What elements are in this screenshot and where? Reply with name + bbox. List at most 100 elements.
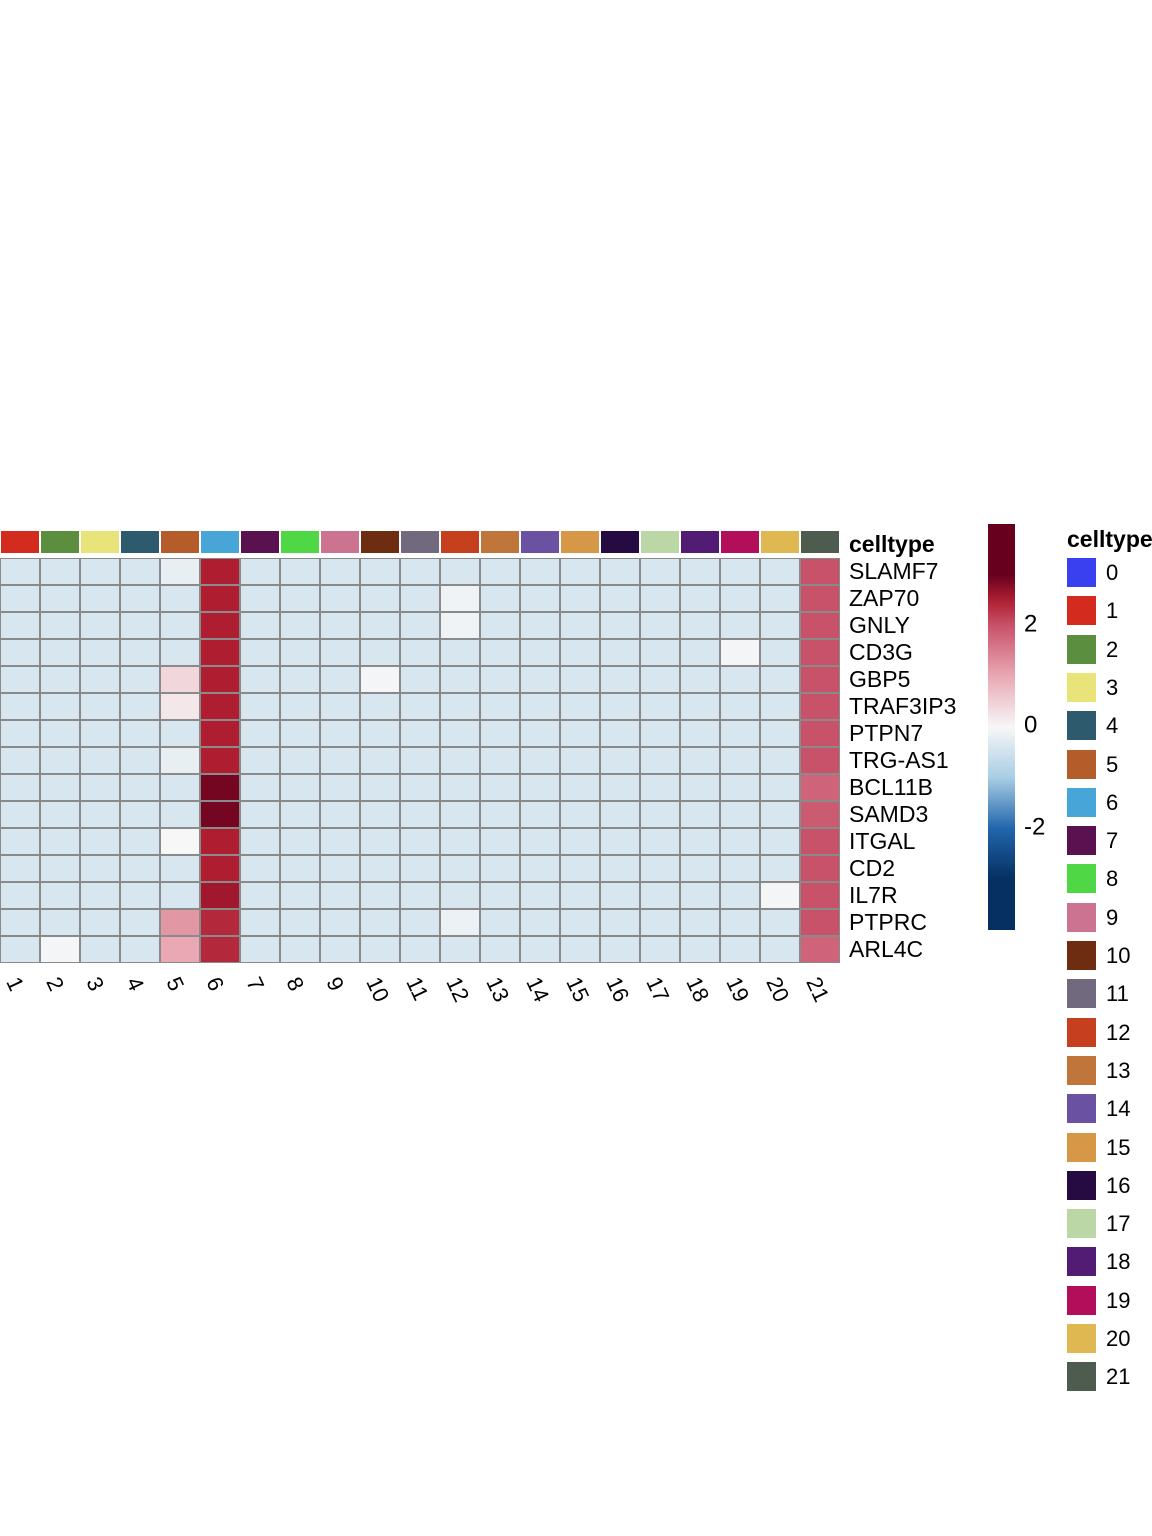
heatmap-cell: [520, 882, 560, 909]
gene-label: TRG-AS1: [849, 747, 949, 773]
heatmap-cell: [0, 558, 40, 585]
heatmap-cell: [720, 585, 760, 612]
heatmap-cell: [80, 909, 120, 936]
celltype-swatch: [1067, 941, 1096, 970]
heatmap-cell: [480, 882, 520, 909]
heatmap-cell: [280, 666, 320, 693]
heatmap-cell: [240, 801, 280, 828]
celltype-legend-label: 1: [1106, 598, 1119, 624]
heatmap-cell: [640, 774, 680, 801]
heatmap-cell: [560, 882, 600, 909]
heatmap-cell: [760, 882, 800, 909]
celltype-annotation-cell: [240, 530, 280, 554]
gene-label: TRAF3IP3: [849, 693, 957, 719]
heatmap-cell: [320, 747, 360, 774]
heatmap-cell: [80, 855, 120, 882]
heatmap-cell: [400, 558, 440, 585]
heatmap-cell: [0, 666, 40, 693]
celltype-annotation-cell: [640, 530, 680, 554]
heatmap-cell: [520, 666, 560, 693]
heatmap-cell: [800, 855, 840, 882]
heatmap-cell: [120, 801, 160, 828]
heatmap-cell: [240, 558, 280, 585]
heatmap-cell: [280, 882, 320, 909]
celltype-annotation-cell: [400, 530, 440, 554]
heatmap-cell: [40, 855, 80, 882]
heatmap-cell: [520, 828, 560, 855]
celltype-annotation-cell: [520, 530, 560, 554]
heatmap-cell: [560, 774, 600, 801]
heatmap-cell: [80, 639, 120, 666]
heatmap-grid: [0, 558, 840, 963]
gene-label: IL7R: [849, 882, 898, 908]
expression-colorbar: [988, 524, 1015, 930]
heatmap-cell: [520, 936, 560, 963]
heatmap-cell: [680, 855, 720, 882]
heatmap-cell: [0, 720, 40, 747]
heatmap-cell: [760, 909, 800, 936]
heatmap-cell: [360, 936, 400, 963]
heatmap-cell: [0, 585, 40, 612]
heatmap-cell: [440, 693, 480, 720]
heatmap-cell: [720, 720, 760, 747]
heatmap-cell: [440, 639, 480, 666]
celltype-annotation-cell: [320, 530, 360, 554]
heatmap-cell: [240, 882, 280, 909]
heatmap-cell: [0, 801, 40, 828]
heatmap-cell: [120, 909, 160, 936]
celltype-swatch: [1067, 711, 1096, 741]
celltype-legend-label: 19: [1106, 1287, 1131, 1313]
heatmap-cell: [440, 774, 480, 801]
heatmap-cell: [0, 639, 40, 666]
heatmap-cell: [360, 747, 400, 774]
heatmap-cell: [120, 720, 160, 747]
heatmap-cell: [400, 909, 440, 936]
celltype-legend-label: 17: [1106, 1211, 1131, 1237]
heatmap-cell: [120, 666, 160, 693]
celltype-annotation-bar: [0, 530, 840, 554]
heatmap-cell: [200, 747, 240, 774]
celltype-legend-label: 5: [1106, 751, 1119, 777]
heatmap-cell: [600, 612, 640, 639]
heatmap-cell: [760, 747, 800, 774]
heatmap-cell: [320, 558, 360, 585]
heatmap-cell: [0, 612, 40, 639]
heatmap-cell: [160, 828, 200, 855]
celltype-legend-label: 15: [1106, 1134, 1131, 1160]
heatmap-cell: [0, 882, 40, 909]
heatmap-cell: [40, 909, 80, 936]
heatmap-cell: [560, 828, 600, 855]
heatmap-cell: [0, 828, 40, 855]
celltype-swatch: [1067, 787, 1096, 817]
heatmap-cell: [560, 585, 600, 612]
heatmap-cell: [520, 801, 560, 828]
heatmap-cell: [600, 936, 640, 963]
heatmap-cell: [200, 639, 240, 666]
celltype-legend-label: 2: [1106, 636, 1119, 662]
heatmap-cell: [280, 828, 320, 855]
heatmap-cell: [80, 747, 120, 774]
heatmap-cell: [40, 774, 80, 801]
heatmap-cell: [120, 936, 160, 963]
heatmap-cell: [680, 720, 720, 747]
heatmap-cell: [320, 909, 360, 936]
celltype-swatch: [1067, 1017, 1096, 1047]
heatmap-cell: [200, 666, 240, 693]
heatmap-cell: [480, 774, 520, 801]
heatmap-cell: [440, 855, 480, 882]
colorbar-tick-label: 2: [1024, 610, 1038, 638]
celltype-swatch: [1067, 634, 1096, 664]
heatmap-cell: [280, 936, 320, 963]
heatmap-cell: [640, 747, 680, 774]
heatmap-cell: [40, 936, 80, 963]
heatmap-cell: [40, 882, 80, 909]
heatmap-cell: [760, 666, 800, 693]
heatmap-cell: [600, 747, 640, 774]
heatmap-cell: [120, 774, 160, 801]
heatmap-cell: [720, 882, 760, 909]
cluster-label: 12: [441, 973, 475, 1006]
heatmap-cell: [760, 828, 800, 855]
heatmap-cell: [400, 666, 440, 693]
heatmap-cell: [600, 693, 640, 720]
heatmap-cell: [120, 558, 160, 585]
